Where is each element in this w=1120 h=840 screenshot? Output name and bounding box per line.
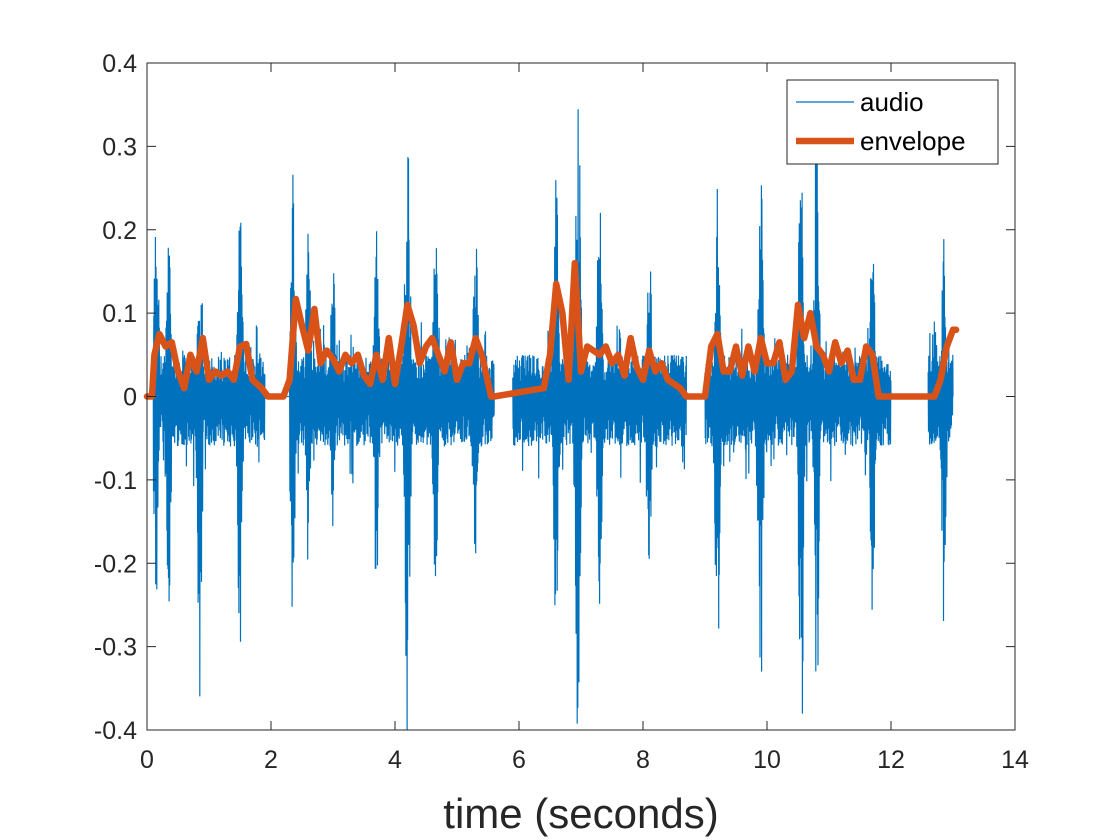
y-tick-label: 0.3 [102,133,137,161]
x-tick-label: 0 [140,746,154,774]
y-tick-label: 0.2 [102,217,137,245]
legend: audio envelope [786,79,999,165]
y-tick-label: -0.3 [94,634,137,662]
x-tick-label: 12 [877,746,905,774]
y-tick-label: 0.1 [102,300,137,328]
audio-line [147,109,954,730]
audio-series [147,109,954,730]
envelope-line [143,259,960,400]
legend-envelope-label: envelope [860,126,966,156]
y-tick-label: -0.4 [94,717,137,745]
envelope-series [143,259,960,400]
x-tick-label: 6 [512,746,526,774]
y-tick-labels: -0.4 -0.3 -0.2 -0.1 0 0.1 0.2 0.3 0.4 [94,50,137,745]
y-tick-label: -0.2 [94,550,137,578]
y-tick-label: -0.1 [94,467,137,495]
y-tick-label: 0.4 [102,50,137,78]
x-axis-label: time (seconds) [443,790,718,837]
x-tick-label: 10 [753,746,781,774]
x-tick-label: 4 [388,746,402,774]
x-tick-label: 2 [264,746,278,774]
legend-audio-label: audio [860,87,924,117]
plot-area: 0 2 4 6 8 10 12 14 -0.4 -0.3 -0.2 -0.1 0 0.1 0.2 0.3 0.… [94,50,1029,774]
y-tick-label: 0 [123,384,137,412]
legend-box [786,79,999,165]
x-tick-labels: 0 2 4 6 8 10 12 14 [140,746,1029,774]
x-tick-label: 14 [1001,746,1029,774]
tick-marks [146,62,1016,731]
x-tick-label: 8 [636,746,650,774]
